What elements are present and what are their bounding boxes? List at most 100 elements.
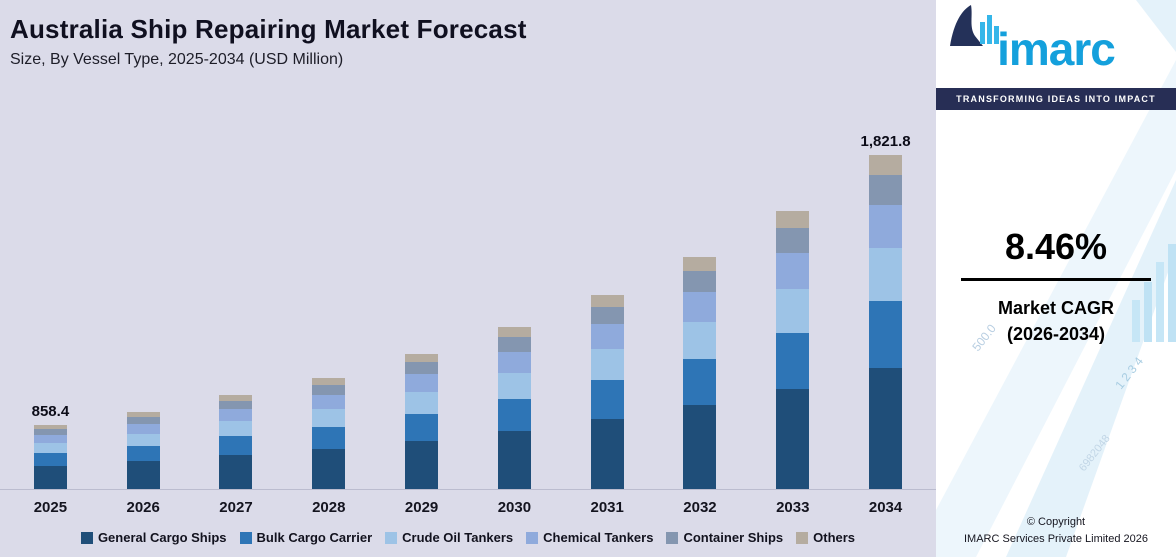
stacked-bar[interactable] — [405, 354, 439, 489]
bar-segment[interactable] — [590, 307, 624, 324]
page-title: Australia Ship Repairing Market Forecast — [10, 14, 527, 44]
bar-segment[interactable] — [590, 324, 624, 349]
bar-segment[interactable] — [405, 441, 439, 489]
x-axis-label: 2032 — [683, 499, 717, 516]
bar-segment[interactable] — [590, 295, 624, 307]
bar-segment[interactable] — [776, 253, 810, 289]
bar-segment[interactable] — [497, 399, 531, 431]
bar-column — [97, 412, 190, 489]
stacked-bar[interactable] — [219, 395, 253, 489]
bar-segment[interactable] — [219, 409, 253, 421]
bar-segment[interactable] — [219, 436, 253, 455]
stacked-bar[interactable] — [590, 295, 624, 489]
bar-segment[interactable] — [776, 389, 810, 489]
bar-segment[interactable] — [405, 354, 439, 362]
bar-segment[interactable] — [869, 205, 903, 248]
bar-segment[interactable] — [312, 395, 346, 409]
x-axis-label: 2025 — [33, 499, 68, 516]
bar-segment[interactable] — [683, 405, 717, 489]
bar-segment[interactable] — [497, 327, 531, 337]
bar-segment[interactable] — [869, 301, 903, 368]
bar-segment[interactable] — [126, 461, 160, 489]
bar-segment[interactable] — [219, 401, 253, 409]
bar-segment[interactable] — [405, 414, 439, 441]
bar-segment[interactable] — [590, 419, 624, 489]
bar-segment[interactable] — [776, 289, 810, 333]
bar-segment[interactable] — [312, 385, 346, 395]
bar-segment[interactable] — [33, 435, 67, 443]
bars-area: 858.4 1,821.8 — [0, 69, 936, 490]
bar-segment[interactable] — [497, 352, 531, 373]
bar-segment[interactable] — [126, 434, 160, 446]
bar-segment[interactable] — [126, 417, 160, 424]
bar-segment[interactable] — [683, 322, 717, 359]
bar-segment[interactable] — [869, 155, 903, 175]
bar-column: 1,821.8 — [839, 133, 932, 489]
bar-segment[interactable] — [590, 380, 624, 419]
bar-segment[interactable] — [219, 455, 253, 489]
bar-segment[interactable] — [33, 443, 67, 453]
bar-segment[interactable] — [405, 374, 439, 392]
bar-segment[interactable] — [683, 359, 717, 405]
bar-segment[interactable] — [126, 424, 160, 434]
x-axis-label: 2027 — [219, 499, 253, 516]
bar-segment[interactable] — [219, 395, 253, 401]
legend-swatch-icon — [80, 531, 93, 544]
bar-segment[interactable] — [405, 392, 439, 414]
bar-segment[interactable] — [312, 409, 346, 427]
bar-segment[interactable] — [33, 425, 67, 429]
copyright-line-1: © Copyright — [1026, 516, 1086, 528]
bar-value-label: 1,821.8 — [860, 133, 911, 150]
bar-segment[interactable] — [683, 257, 717, 271]
legend-swatch-icon — [666, 531, 679, 544]
cagr-label: Market CAGR — [997, 298, 1115, 318]
legend-swatch-icon — [526, 531, 539, 544]
bar-segment[interactable] — [497, 373, 531, 399]
x-axis: 2025 2026 2027 2028 2029 2030 2031 2032 2033 2034 — [0, 490, 936, 516]
bar-segment[interactable] — [126, 412, 160, 417]
legend-item: Crude Oil Tankers — [385, 530, 513, 545]
bar-segment[interactable] — [590, 349, 624, 380]
bar-segment[interactable] — [312, 427, 346, 449]
legend-item: Chemical Tankers — [526, 530, 653, 545]
legend-label: Chemical Tankers — [543, 530, 654, 545]
stacked-bar[interactable] — [776, 211, 810, 489]
stacked-bar[interactable] — [33, 425, 67, 489]
bar-segment[interactable] — [126, 446, 160, 461]
bar-segment[interactable] — [776, 333, 810, 389]
stacked-bar[interactable] — [312, 378, 346, 489]
legend: General Cargo Ships Bulk Cargo Carrier Cru… — [0, 516, 936, 557]
bar-segment[interactable] — [869, 248, 903, 301]
x-axis-label: 2029 — [404, 499, 439, 516]
bar-segment[interactable] — [497, 337, 531, 352]
cagr-period: (2026-2034) — [1006, 324, 1106, 345]
bar-segment[interactable] — [776, 228, 810, 253]
bar-segment[interactable] — [497, 431, 531, 489]
bar-segment[interactable] — [683, 271, 717, 292]
bar-segment[interactable] — [683, 292, 717, 322]
bar-segment[interactable] — [33, 429, 67, 435]
legend-item: Others — [796, 530, 855, 545]
logo: imarc — [936, 0, 1176, 88]
bar-column — [190, 395, 283, 489]
bar-column — [375, 354, 468, 489]
bar-segment[interactable] — [869, 368, 903, 489]
bar-segment[interactable] — [312, 449, 346, 489]
copyright: © Copyright IMARC Services Private Limit… — [936, 514, 1176, 547]
stacked-bar[interactable] — [497, 327, 531, 489]
bar-segment[interactable] — [33, 466, 67, 489]
stacked-bar[interactable] — [126, 412, 160, 489]
brand-tagline: TRANSFORMING IDEAS INTO IMPACT — [936, 88, 1176, 110]
bar-segment[interactable] — [776, 211, 810, 228]
bar-segment[interactable] — [219, 421, 253, 436]
legend-label: Crude Oil Tankers — [402, 530, 514, 545]
bar-column — [282, 378, 375, 489]
stacked-bar[interactable] — [683, 257, 717, 489]
stacked-bar[interactable] — [869, 155, 903, 489]
bar-segment[interactable] — [405, 362, 439, 374]
bar-segment[interactable] — [33, 453, 67, 466]
bar-segment[interactable] — [869, 175, 903, 205]
legend-swatch-icon — [385, 531, 398, 544]
bar-segment[interactable] — [312, 378, 346, 385]
